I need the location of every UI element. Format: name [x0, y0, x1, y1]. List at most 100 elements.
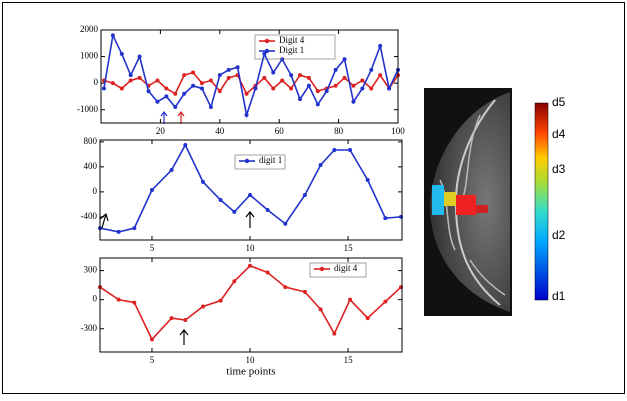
point — [182, 92, 186, 96]
y-tick-label: 0 — [93, 186, 98, 196]
point — [307, 76, 311, 80]
point — [232, 279, 236, 283]
point — [201, 180, 205, 184]
point — [183, 143, 187, 147]
point — [369, 68, 373, 72]
colorbar-label: d5 — [552, 95, 566, 109]
point — [117, 298, 121, 302]
y-tick-label: -300 — [81, 323, 98, 333]
point — [319, 163, 323, 167]
x-tick-label: 15 — [344, 243, 354, 253]
point — [132, 226, 136, 230]
x-tick-label: 10 — [246, 355, 256, 365]
figure: 200010000-100020406080100Digit 4Digit 18… — [0, 0, 627, 396]
point — [227, 68, 231, 72]
point — [129, 73, 133, 77]
point — [303, 193, 307, 197]
x-tick-label: 5 — [150, 243, 155, 253]
point — [138, 55, 142, 59]
legend-marker — [320, 267, 324, 271]
point — [111, 33, 115, 37]
point — [219, 198, 223, 202]
x-axis-label: time points — [226, 366, 275, 378]
point — [183, 318, 187, 322]
x-tick-label: 15 — [344, 355, 354, 365]
point — [164, 86, 168, 90]
point — [378, 44, 382, 48]
x-tick-label: 100 — [391, 126, 405, 136]
arrows — [100, 112, 254, 345]
colorbar-label: d3 — [552, 162, 566, 176]
point — [360, 86, 364, 90]
point — [360, 78, 364, 82]
point — [164, 94, 168, 98]
point — [332, 148, 336, 152]
y-tick-label: 0 — [94, 77, 99, 87]
point — [378, 73, 382, 77]
point — [150, 337, 154, 341]
point — [298, 73, 302, 77]
y-tick-label: 0 — [93, 294, 98, 304]
point — [271, 86, 275, 90]
colorbar-label: d4 — [552, 127, 566, 141]
point — [201, 304, 205, 308]
point — [303, 290, 307, 294]
point — [138, 76, 142, 80]
x-tick-label: 40 — [215, 126, 225, 136]
point — [227, 76, 231, 80]
point — [248, 193, 252, 197]
point — [245, 113, 249, 117]
point — [209, 105, 213, 109]
brain-image — [424, 88, 512, 316]
point — [129, 78, 133, 82]
point — [283, 285, 287, 289]
y-tick-label: 800 — [84, 136, 98, 146]
point — [316, 102, 320, 106]
colorbar — [535, 103, 548, 300]
point — [218, 73, 222, 77]
point — [120, 52, 124, 56]
point — [289, 86, 293, 90]
y-tick-label: -400 — [81, 211, 98, 221]
point — [191, 84, 195, 88]
y-tick-label: 400 — [84, 161, 98, 171]
y-tick-label: 1000 — [80, 51, 99, 61]
point — [343, 57, 347, 61]
point — [351, 100, 355, 104]
point — [369, 86, 373, 90]
point — [102, 86, 106, 90]
point — [366, 178, 370, 182]
point — [334, 84, 338, 88]
point — [150, 188, 154, 192]
point — [280, 78, 284, 82]
point — [155, 78, 159, 82]
x-tick-label: 80 — [334, 126, 344, 136]
point — [383, 216, 387, 220]
x-tick-label: 20 — [156, 126, 166, 136]
point — [289, 73, 293, 77]
y-tick-label: 2000 — [80, 24, 99, 34]
point — [351, 84, 355, 88]
legend-marker — [245, 159, 249, 163]
point — [173, 92, 177, 96]
legend-marker — [265, 49, 269, 53]
point — [271, 71, 275, 75]
point — [120, 86, 124, 90]
point — [248, 264, 252, 268]
point — [147, 89, 151, 93]
legend-label: digit 4 — [334, 263, 358, 273]
point — [266, 208, 270, 212]
point — [348, 298, 352, 302]
point — [209, 78, 213, 82]
point — [191, 71, 195, 75]
colorbar-label: d1 — [552, 289, 566, 303]
point — [200, 81, 204, 85]
frame — [3, 3, 625, 394]
point — [343, 76, 347, 80]
point — [155, 100, 159, 104]
point — [266, 271, 270, 275]
point — [253, 86, 257, 90]
point — [387, 86, 391, 90]
point — [200, 86, 204, 90]
point — [316, 89, 320, 93]
